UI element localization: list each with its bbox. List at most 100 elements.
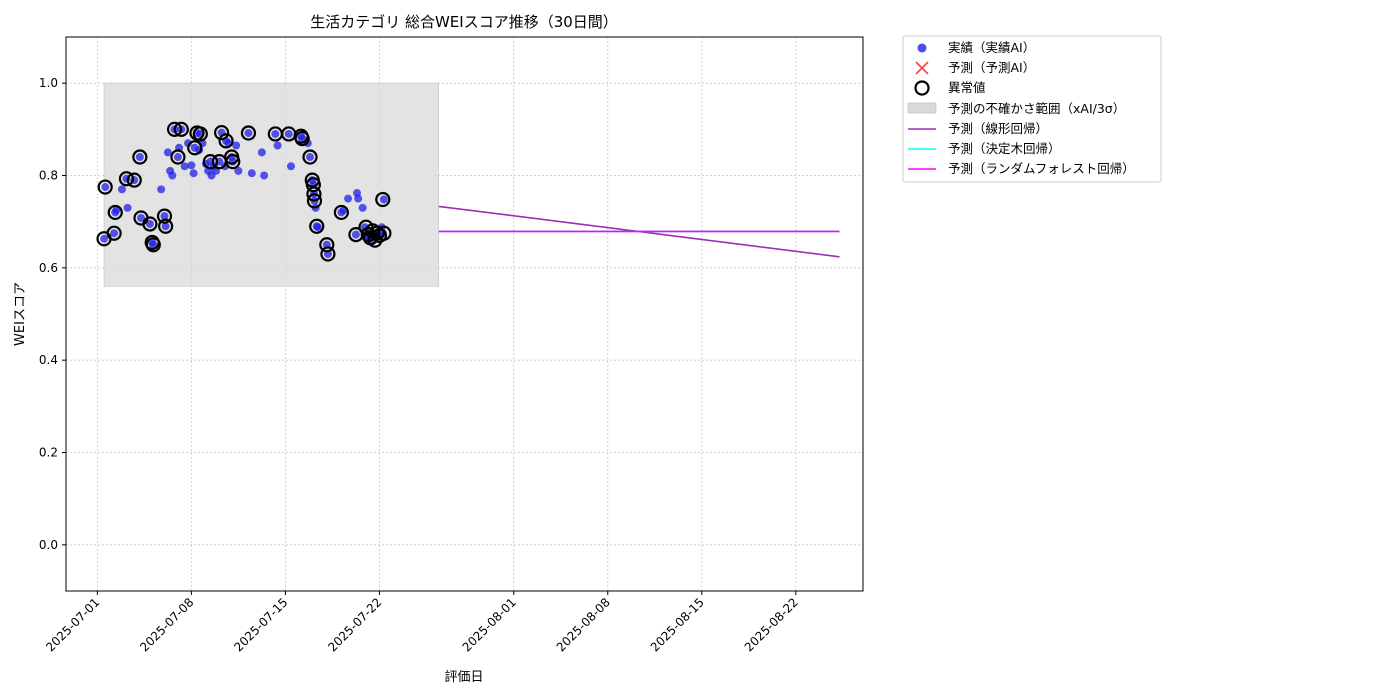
anomaly-ring xyxy=(126,172,142,188)
actual-point xyxy=(354,194,363,203)
actual-point xyxy=(135,153,144,162)
x-tick-label: 2025-08-22 xyxy=(742,595,801,654)
legend-marker-prediction-x xyxy=(915,61,929,75)
anomaly-ring xyxy=(218,133,234,149)
actual-point xyxy=(184,139,193,148)
legend-label-forest: 予測（ランダムフォレスト回帰） xyxy=(948,161,1135,176)
anomaly-ring xyxy=(142,216,158,232)
anomaly-ring xyxy=(170,149,186,165)
x-axis-ticks: 2025-07-01 2025-07-08 2025-07-15 2025-07-22… xyxy=(43,591,801,654)
anomaly-ring xyxy=(132,149,148,165)
anomaly-ring xyxy=(166,121,183,137)
anomaly-ring xyxy=(376,225,392,241)
x-tick-label: 2025-08-01 xyxy=(460,595,519,654)
actual-point xyxy=(100,234,109,243)
legend-label-band: 予測の不確かさ範囲（xAI/3σ） xyxy=(948,101,1125,116)
legend-label-anomaly: 異常値 xyxy=(948,80,986,95)
actual-point xyxy=(284,129,293,138)
anomaly-ring xyxy=(173,121,189,137)
actual-point xyxy=(123,203,132,212)
actual-point xyxy=(232,141,241,150)
legend: 実績（実績AI） 予測（予測AI） 異常値 予測の不確かさ範囲（xAI/3σ） … xyxy=(902,35,1162,183)
anomaly-ring xyxy=(202,154,219,170)
actual-point xyxy=(189,169,198,178)
y-tick-label: 0.0 xyxy=(39,538,58,552)
y-tick-label: 0.2 xyxy=(39,446,58,460)
y-axis-ticks: 0.0 0.2 0.4 0.6 0.8 1.0 xyxy=(39,76,66,552)
anomaly-ring xyxy=(319,237,335,253)
actual-point xyxy=(298,134,307,143)
x-tick-label: 2025-08-15 xyxy=(648,595,707,654)
actual-point xyxy=(271,129,280,138)
actual-point xyxy=(351,230,360,239)
actual-point xyxy=(173,153,182,162)
y-tick-label: 0.6 xyxy=(39,261,58,275)
actual-point xyxy=(117,185,126,194)
actual-point xyxy=(145,219,154,228)
legend-label-tree: 予測（決定木回帰） xyxy=(948,141,1061,156)
actual-point xyxy=(187,161,196,170)
anomaly-ring xyxy=(156,208,173,224)
anomaly-ring xyxy=(302,149,318,165)
actual-point xyxy=(160,212,169,221)
x-tick-label: 2025-07-08 xyxy=(137,595,196,654)
x-tick-label: 2025-07-01 xyxy=(43,595,102,654)
actual-point xyxy=(168,171,177,180)
actual-point xyxy=(136,213,145,222)
anomaly-ring xyxy=(294,130,310,147)
actual-point xyxy=(161,222,170,231)
actual-point xyxy=(180,162,189,171)
actual-point xyxy=(358,203,367,212)
legend-label-actual: 実績（実績AI） xyxy=(948,40,1035,55)
x-tick-label: 2025-07-22 xyxy=(325,595,384,654)
anomaly-ring xyxy=(306,186,322,202)
anomaly-ring xyxy=(192,126,208,142)
y-tick-label: 1.0 xyxy=(39,76,58,90)
actual-point xyxy=(163,148,172,157)
anomaly-ring xyxy=(375,191,391,208)
actual-point xyxy=(379,195,388,204)
y-tick-label: 0.4 xyxy=(39,353,58,367)
legend-label-linear: 予測（線形回帰） xyxy=(948,121,1048,136)
actual-point xyxy=(313,223,322,232)
anomaly-ring xyxy=(369,225,385,241)
legend-marker-anomaly xyxy=(914,80,930,96)
legend-frame xyxy=(902,35,1162,183)
x-axis-title: 評価日 xyxy=(444,670,483,685)
anomaly-ring xyxy=(107,204,123,221)
anomaly-ring xyxy=(240,125,257,141)
legend-marker-actual xyxy=(917,43,927,53)
data-marks-layer xyxy=(96,121,840,262)
x-tick-label: 2025-07-15 xyxy=(231,595,290,654)
anomaly-ring xyxy=(145,237,161,253)
actual-point xyxy=(306,153,315,162)
actual-point xyxy=(110,229,119,238)
anomaly-ring xyxy=(225,154,241,170)
anomaly-ring xyxy=(320,246,336,262)
legend-marker-band xyxy=(907,102,937,114)
actual-point xyxy=(149,240,158,249)
anomaly-ring xyxy=(213,124,230,141)
anomaly-ring xyxy=(333,204,349,221)
anomaly-ring xyxy=(106,225,122,241)
anomaly-ring xyxy=(306,193,323,209)
anomaly-ring xyxy=(305,177,321,193)
actual-point xyxy=(157,185,166,194)
chart-title: 生活カテゴリ 総合WEIスコア推移（30日間） xyxy=(310,13,618,31)
actual-point xyxy=(286,162,295,171)
actual-point xyxy=(101,183,110,192)
actual-point xyxy=(247,169,256,178)
y-axis-title: WEIスコア xyxy=(13,282,28,346)
actual-point xyxy=(234,166,243,175)
uncertainty-band xyxy=(103,82,440,287)
actual-point xyxy=(112,206,121,215)
x-tick-label: 2025-08-08 xyxy=(554,595,613,654)
anomaly-ring xyxy=(97,179,113,195)
uncertainty-band-layer xyxy=(103,82,440,287)
anomaly-ring xyxy=(118,171,135,187)
actual-point xyxy=(344,194,353,203)
anomaly-ring xyxy=(187,140,203,156)
anomaly-ring xyxy=(309,218,325,234)
actual-point xyxy=(273,141,282,150)
